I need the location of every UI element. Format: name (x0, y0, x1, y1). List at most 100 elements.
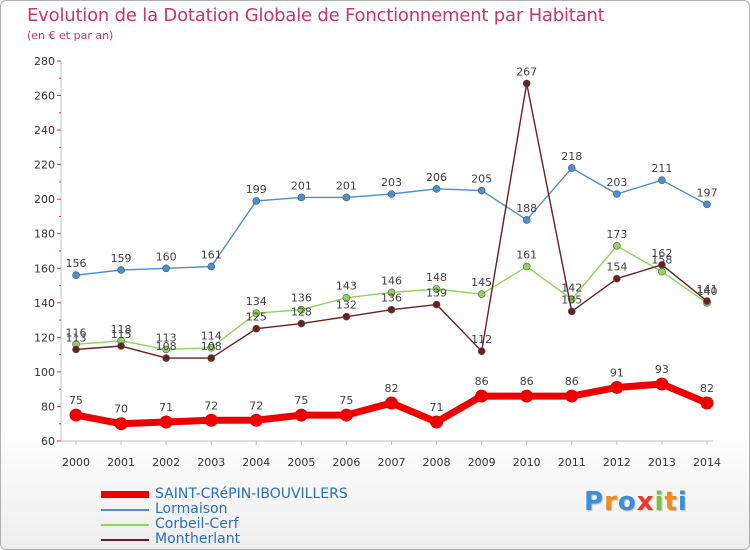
data-label-lormaison: 203 (381, 176, 402, 189)
data-point-saint-crepin-ibouvillers (655, 377, 669, 391)
data-point-montherlant (477, 347, 486, 355)
x-tick-label: 2010 (513, 456, 541, 469)
data-label-saint-crepin-ibouvillers: 70 (114, 403, 128, 416)
proxiti-logo: Proxiti (584, 487, 688, 517)
data-point-saint-crepin-ibouvillers (384, 396, 398, 410)
data-point-saint-crepin-ibouvillers (339, 408, 353, 422)
logo-letter: x (636, 487, 655, 517)
data-point-corbeil-cerf (613, 242, 621, 250)
data-label-corbeil-cerf: 146 (381, 274, 402, 287)
data-point-lormaison (567, 164, 576, 172)
data-label-montherlant: 136 (381, 292, 402, 305)
data-point-montherlant (613, 274, 621, 283)
data-label-montherlant: 108 (156, 340, 177, 353)
data-point-lormaison (297, 193, 306, 202)
y-tick-label: 180 (34, 228, 55, 241)
data-point-corbeil-cerf (297, 305, 306, 314)
x-tick-label: 2004 (242, 456, 270, 469)
data-label-montherlant: 125 (246, 311, 267, 324)
data-label-lormaison: 160 (156, 250, 177, 263)
data-point-lormaison (432, 185, 441, 193)
y-tick-label: 280 (34, 55, 55, 68)
data-point-montherlant (658, 261, 666, 269)
data-label-saint-crepin-ibouvillers: 71 (430, 401, 444, 414)
x-tick-label: 2005 (287, 456, 315, 469)
x-tick-label: 2002 (152, 456, 180, 469)
data-label-lormaison: 205 (471, 173, 492, 186)
legend-swatch (101, 524, 149, 526)
data-point-montherlant (72, 345, 80, 354)
data-label-saint-crepin-ibouvillers: 93 (655, 363, 669, 376)
logo-letter: i (677, 487, 688, 517)
series-line-montherlant (75, 82, 708, 359)
data-label-lormaison: 201 (291, 179, 312, 192)
data-label-corbeil-cerf: 158 (651, 254, 672, 267)
data-point-saint-crepin-ibouvillers (159, 415, 173, 429)
data-label-corbeil-cerf: 145 (471, 276, 492, 289)
data-point-saint-crepin-ibouvillers (249, 413, 263, 427)
data-point-corbeil-cerf (207, 343, 216, 352)
x-tick-label: 2001 (107, 456, 135, 469)
data-point-saint-crepin-ibouvillers (475, 389, 489, 403)
data-label-montherlant: 115 (111, 328, 132, 341)
logo-letter: t (664, 487, 678, 517)
data-point-saint-crepin-ibouvillers (114, 417, 128, 431)
legend-label: Lormaison (155, 501, 228, 517)
y-tick-label: 200 (34, 193, 55, 206)
data-point-montherlant (162, 354, 170, 362)
data-label-montherlant: 132 (336, 299, 357, 312)
data-point-corbeil-cerf (477, 290, 486, 298)
data-point-montherlant (207, 354, 216, 362)
y-tick-label: 240 (34, 124, 55, 137)
logo-letter: P (584, 487, 605, 517)
data-point-lormaison (703, 200, 711, 209)
data-label-lormaison: 201 (336, 179, 357, 192)
legend-label: Montherlant (155, 531, 241, 547)
legend-label: Corbeil-Cerf (155, 516, 239, 532)
logo-letter: i (654, 487, 665, 517)
x-tick-label: 2011 (558, 456, 586, 469)
data-point-lormaison (207, 262, 216, 271)
data-point-montherlant (342, 312, 351, 321)
data-point-montherlant (432, 300, 441, 309)
data-point-corbeil-cerf (342, 293, 351, 302)
data-label-saint-crepin-ibouvillers: 91 (610, 366, 624, 379)
data-point-saint-crepin-ibouvillers (700, 396, 714, 410)
data-label-saint-crepin-ibouvillers: 82 (700, 382, 714, 395)
data-point-corbeil-cerf (432, 285, 441, 293)
legend-swatch (101, 509, 149, 511)
y-tick-label: 260 (34, 90, 55, 103)
data-label-corbeil-cerf: 173 (606, 228, 627, 241)
data-label-corbeil-cerf: 114 (201, 330, 222, 343)
data-label-corbeil-cerf: 116 (66, 326, 87, 339)
data-point-lormaison (117, 266, 125, 274)
data-point-saint-crepin-ibouvillers (565, 389, 579, 403)
x-tick-label: 2014 (693, 456, 721, 469)
data-point-saint-crepin-ibouvillers (610, 380, 624, 394)
legend-swatch (101, 491, 149, 498)
x-tick-label: 2006 (332, 456, 360, 469)
x-tick-label: 2007 (377, 456, 405, 469)
data-label-lormaison: 197 (696, 186, 717, 199)
data-point-montherlant (297, 319, 306, 328)
legend-label: SAINT-CRéPIN-IBOUVILLERS (155, 486, 348, 502)
data-label-corbeil-cerf: 148 (426, 271, 447, 284)
data-point-montherlant (252, 324, 261, 333)
data-point-saint-crepin-ibouvillers (520, 389, 534, 403)
x-tick-label: 2000 (62, 456, 90, 469)
data-label-lormaison: 203 (606, 176, 627, 189)
x-tick-label: 2013 (648, 456, 676, 469)
data-point-montherlant (117, 342, 125, 350)
data-label-lormaison: 206 (426, 171, 447, 184)
data-point-corbeil-cerf (522, 262, 531, 271)
x-tick-label: 2012 (603, 456, 631, 469)
data-point-lormaison (387, 190, 396, 198)
data-label-montherlant: 141 (696, 283, 717, 296)
data-point-lormaison (658, 176, 666, 184)
data-point-montherlant (522, 79, 531, 88)
data-point-saint-crepin-ibouvillers (294, 408, 308, 422)
data-label-saint-crepin-ibouvillers: 75 (294, 394, 308, 407)
data-point-montherlant (567, 307, 576, 316)
chart-title: Evolution de la Dotation Globale de Fonc… (27, 5, 605, 26)
